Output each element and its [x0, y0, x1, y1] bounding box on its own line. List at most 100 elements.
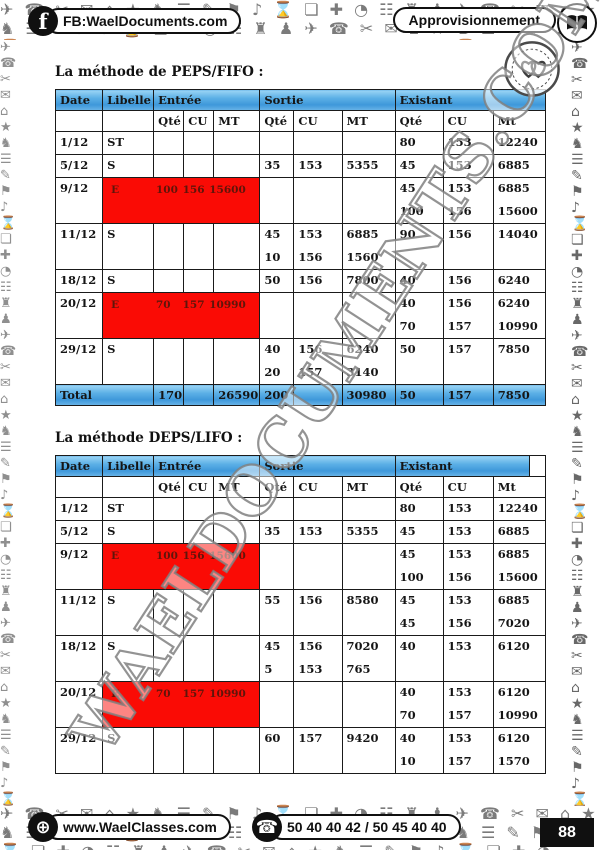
red-entry-value: 15600	[209, 184, 246, 196]
sub-header-cell: Qté	[394, 110, 444, 132]
cell-sortie-qte: 55	[259, 589, 295, 636]
cell-existant-cu: 156 157	[442, 292, 494, 339]
table-row: 11/12 S 55 156 8580 45 45 153 156 6885 7020	[54, 589, 547, 636]
red-entry-value: 156	[182, 184, 205, 196]
red-entry-values: E 100 156 15600	[107, 547, 255, 565]
red-entry-libelle: E	[111, 688, 120, 700]
cell-existant-mt: 7850	[492, 338, 547, 385]
table1-mount: Date Libelle Entrée Sortie Existant Qté CU MT Qt…	[54, 89, 547, 406]
cell-date: 29/12	[54, 338, 104, 385]
red-entry-cell: E 100 156 15600	[102, 177, 261, 224]
cell-existant-mt: 6885	[492, 154, 547, 178]
cell-sortie-mt: 7020 765	[341, 635, 396, 682]
cell-existant-qte: 45	[394, 520, 444, 544]
phone-numbers-label: 50 40 40 42 / 50 45 40 40	[269, 814, 461, 840]
cell-entree-cu	[183, 589, 215, 636]
cell-date: 29/12	[54, 727, 104, 774]
cell-existant-cu: 153	[442, 154, 494, 178]
cell-date: 1/12	[54, 497, 104, 521]
cell-sortie-qte	[259, 681, 295, 728]
sub-header-cell: MT	[213, 110, 261, 132]
cell-entree-mt	[213, 223, 261, 270]
table-row: 5/12 S 35 153 5355 45 153 6885	[54, 154, 547, 178]
table-header-subcolumns: Qté CU MT Qté CU MT Qté CU Mt	[54, 110, 547, 132]
cell-entree-cu	[183, 154, 215, 178]
cell-existant-mt: 6240 10990	[492, 292, 547, 339]
red-entry-values: E 100 156 15600	[107, 181, 255, 199]
cell-existant-cu: 153 156	[442, 589, 494, 636]
cell-existant-cu: 153	[442, 520, 494, 544]
red-entry-value: 10990	[209, 688, 246, 700]
table-header-groups: Date Libelle Entrée Sortie Existant	[54, 89, 547, 111]
red-entry-value: 100	[155, 184, 178, 196]
cell-entree-qte	[153, 635, 185, 682]
table-row: 11/12 S 45 10 153 156 6885 1560 90 156 14040	[54, 223, 547, 270]
sub-header-cell: Qté	[153, 110, 185, 132]
cell-existant-qte: 45 100	[394, 177, 444, 224]
red-entry-value: 157	[182, 299, 205, 311]
cell-entree-qte	[153, 154, 185, 178]
open-book-icon	[557, 3, 597, 43]
cell-existant-qte: 90	[394, 223, 444, 270]
cell-date: 11/12	[54, 589, 104, 636]
cell-sortie-mt	[341, 292, 396, 339]
cell-sortie-qte: 45 10	[259, 223, 295, 270]
topic-badge: Approvisionnement	[392, 7, 556, 33]
cell-date: 5/12	[54, 520, 104, 544]
empty-header-cell	[54, 476, 104, 498]
sub-header-cell: CU	[442, 110, 494, 132]
table-header-subcolumns: Qté CU MT Qté CU MT Qté CU Mt	[54, 476, 547, 498]
cell-entree-qte	[153, 338, 185, 385]
cell-existant-qte: 40 70	[394, 681, 444, 728]
cell-existant-cu: 156	[442, 223, 494, 270]
cell-existant-cu: 153	[442, 635, 494, 682]
cell-sortie-mt: 6240 3140	[341, 338, 396, 385]
cell-sortie-mt: 5355	[341, 520, 396, 544]
total-existant-value: 50	[394, 384, 444, 406]
cell-existant-qte: 50	[394, 338, 444, 385]
cell-existant-mt: 14040	[492, 223, 547, 270]
cell-libelle: S	[102, 635, 155, 682]
table-row: 1/12 ST 80 153 12240	[54, 497, 547, 521]
red-entry-value: 156	[182, 550, 205, 562]
total-sortie-value: 30980	[341, 384, 396, 406]
decor-pattern-strip-right: ✈ ☎ ✂ ✉ ⌂ ★ ♞ ☰ ✎ ⚑ ♪ ⌛ ❏ ✚ ◔ ☷ ♜ ♟ ✈ ☎ …	[571, 40, 592, 806]
cell-sortie-cu	[293, 292, 343, 339]
red-entry-value: 70	[155, 688, 171, 700]
cell-sortie-qte: 35	[259, 520, 295, 544]
cell-existant-mt: 6885 15600	[492, 177, 547, 224]
cell-sortie-qte	[259, 292, 295, 339]
cell-entree-qte	[153, 223, 185, 270]
cell-existant-mt: 6120 10990	[492, 681, 547, 728]
table2-mount: Date Libelle Entrée Sortie Existant Qté CU MT Qt…	[54, 455, 547, 774]
cell-sortie-cu	[293, 681, 343, 728]
cell-sortie-qte: 45 5	[259, 635, 295, 682]
empty-header-cell	[54, 110, 104, 132]
sub-header-cell: MT	[341, 476, 396, 498]
inventory-table: Date Libelle Entrée Sortie Existant Qté CU MT Qt…	[54, 455, 547, 774]
cell-libelle: S	[102, 338, 155, 385]
facebook-badge: f FB:WaelDocuments.com	[28, 6, 242, 36]
cell-existant-mt: 6240	[492, 269, 547, 293]
cell-sortie-cu	[293, 497, 343, 521]
cell-entree-mt	[213, 338, 261, 385]
table-header-groups: Date Libelle Entrée Sortie Existant	[54, 455, 547, 477]
red-entry-cell: E 70 157 10990	[102, 292, 261, 339]
cell-existant-qte: 80	[394, 497, 444, 521]
website-badge: ⊕ www.WaelClasses.com	[28, 812, 231, 842]
cell-sortie-mt: 5355	[341, 154, 396, 178]
globe-icon: ⊕	[28, 812, 58, 842]
cell-sortie-cu: 153 156	[293, 223, 343, 270]
cell-sortie-mt: 7800	[341, 269, 396, 293]
cell-sortie-qte	[259, 543, 295, 590]
cell-libelle: S	[102, 589, 155, 636]
cell-entree-qte	[153, 727, 185, 774]
facebook-icon: f	[28, 6, 58, 36]
cell-libelle: S	[102, 727, 155, 774]
table-row: 29/12 S 60 157 9420 40 10 153 157 6120 1570	[54, 727, 547, 774]
cell-existant-qte: 40	[394, 635, 444, 682]
cell-entree-qte	[153, 497, 185, 521]
cell-libelle: ST	[102, 497, 155, 521]
table2-title: La méthode DEPS/LIFO :	[55, 430, 243, 446]
cell-date: 20/12	[54, 292, 104, 339]
